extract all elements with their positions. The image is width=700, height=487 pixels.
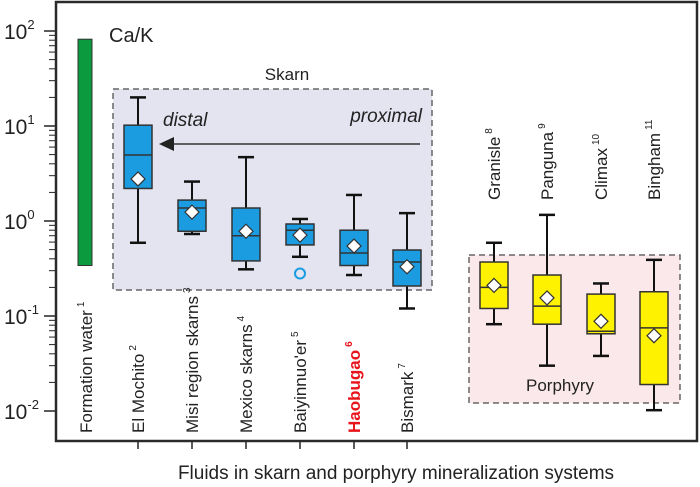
- mean-marker: [346, 238, 362, 254]
- x-category-label: Granisle8: [484, 128, 504, 200]
- formation-water-bar: [77, 38, 93, 267]
- mean-marker: [486, 277, 502, 294]
- mean-marker: [646, 327, 662, 344]
- x-category-label: Mexico skarns4: [236, 315, 256, 433]
- x-category-label: Bingham11: [644, 119, 664, 200]
- skarn-region: [112, 88, 433, 291]
- mean-marker: [130, 171, 146, 187]
- x-axis-label: Fluids in skarn and porphyry mineralizat…: [178, 463, 614, 484]
- x-category-label: Formation water1: [76, 301, 96, 433]
- mean-marker: [238, 223, 254, 240]
- x-category-label: Baiyinnuo'er5: [290, 331, 310, 433]
- x-category-label: El Mochito2: [128, 345, 148, 433]
- outlier-point: [294, 267, 306, 280]
- x-category-label: Bismark7: [397, 363, 417, 433]
- y-tick-label: 101: [4, 112, 35, 139]
- x-category-label: Haobugao6: [344, 341, 364, 433]
- y-tick-label: 10-1: [4, 302, 39, 329]
- arrow-head: [159, 137, 174, 151]
- distal-annotation: distal: [163, 110, 208, 131]
- mean-marker: [593, 313, 609, 330]
- mean-marker: [399, 258, 415, 275]
- y-tick-label: 100: [4, 207, 35, 234]
- chart-title: Ca/K: [109, 25, 154, 47]
- y-tick-label: 102: [4, 17, 35, 44]
- x-category-label: Panguna9: [537, 123, 557, 200]
- skarn-group-label: Skarn: [265, 65, 309, 84]
- proximal-annotation: proximal: [349, 106, 423, 127]
- porphyry-group-label: Porphyry: [526, 376, 595, 395]
- mean-marker: [539, 290, 555, 306]
- x-category-label: Climax10: [591, 133, 611, 200]
- mean-marker: [184, 204, 200, 220]
- y-tick-label: 10-2: [4, 397, 39, 424]
- plot-frame: [54, 0, 699, 443]
- mean-marker: [292, 227, 308, 243]
- x-category-label: Misi region skarns3: [182, 287, 202, 433]
